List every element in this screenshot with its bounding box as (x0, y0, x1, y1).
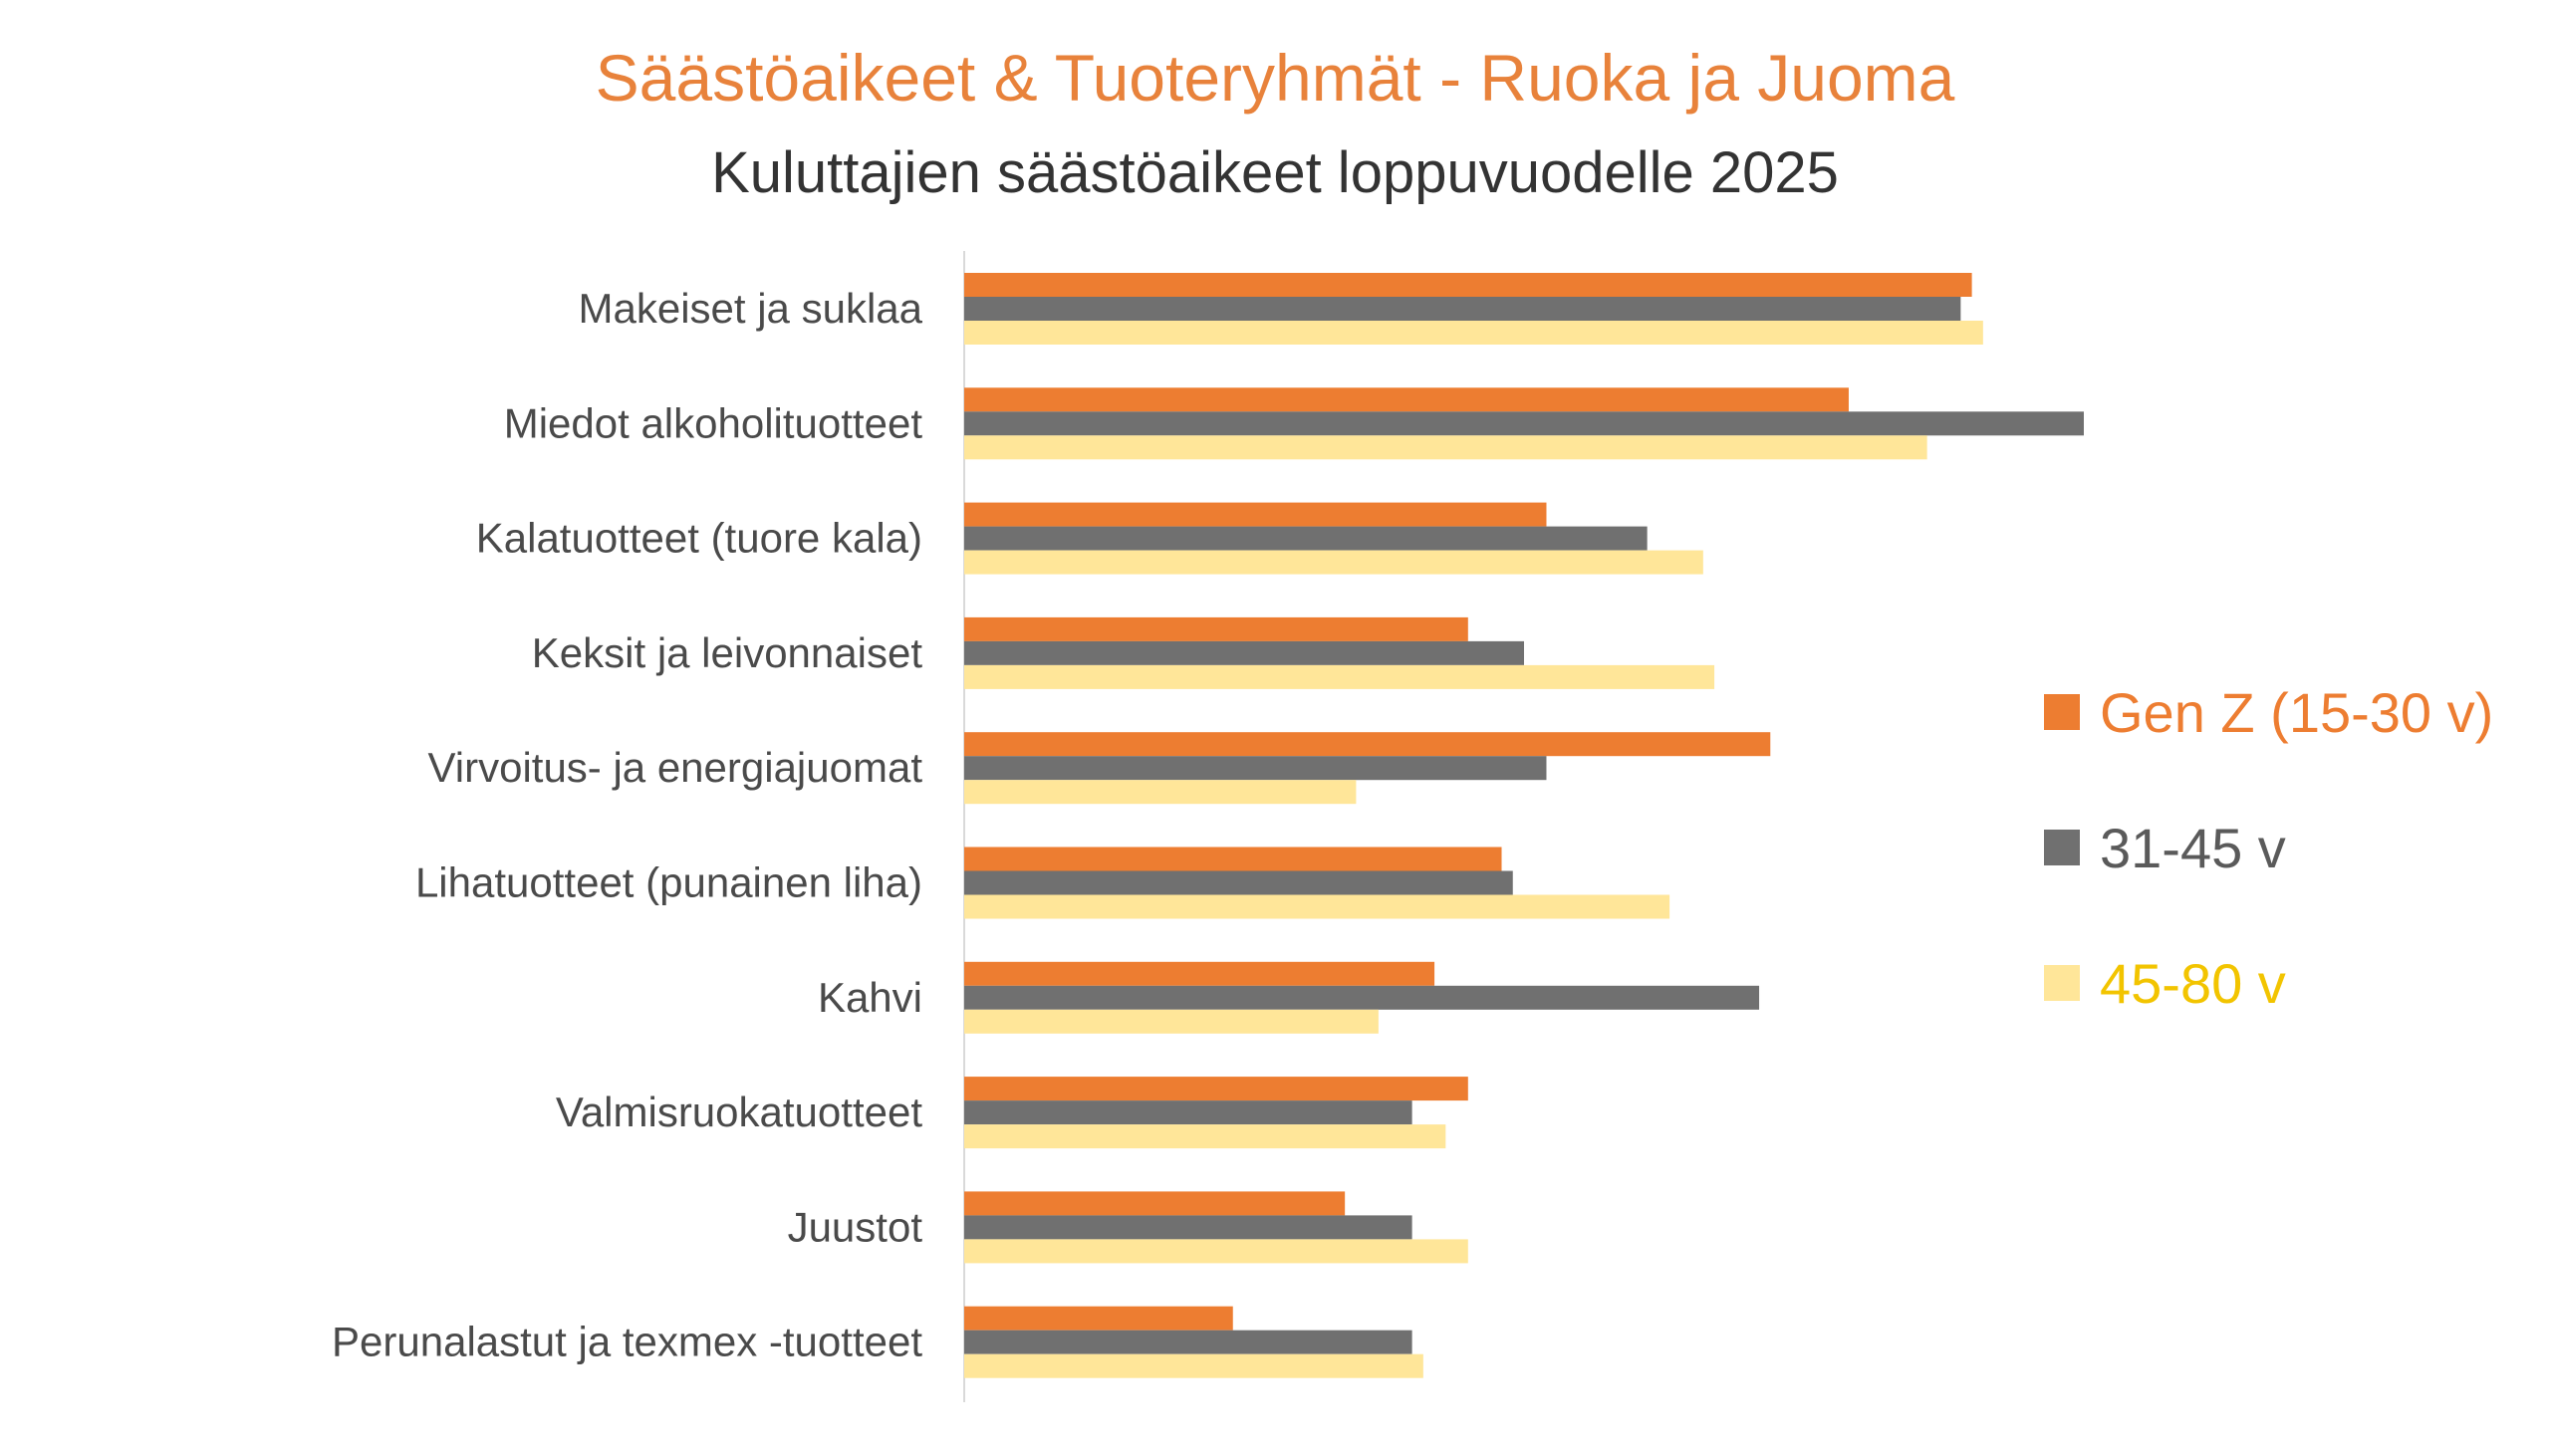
bar-gen-z (964, 961, 1435, 986)
category-label: Virvoitus- ja energiajuomat (428, 744, 923, 791)
category-label: Valmisruokatuotteet (556, 1089, 922, 1135)
bar-31-45 (964, 870, 1513, 895)
category-label: Kahvi (818, 974, 922, 1021)
bar-45-80 (964, 664, 1715, 689)
bar-31-45 (964, 640, 1524, 665)
bar-gen-z (964, 1077, 1468, 1101)
chart-title: Säästöaikeet & Tuoteryhmät - Ruoka ja Ju… (595, 41, 1955, 115)
category-label: Miedot alkoholituotteet (504, 399, 923, 446)
bar-45-80 (964, 1239, 1468, 1264)
bar-45-80 (964, 780, 1357, 805)
category-label: Perunalastut ja texmex -tuotteet (332, 1319, 922, 1365)
bar-gen-z (964, 1306, 1233, 1331)
bar-gen-z (964, 732, 1771, 757)
legend-swatch (2044, 965, 2080, 1001)
legend-label: 45-80 v (2100, 952, 2286, 1015)
category-label: Keksit ja leivonnaiset (532, 629, 923, 676)
category-label: Kalatuotteet (tuore kala) (476, 515, 922, 562)
legend-swatch (2044, 694, 2080, 730)
legend-swatch (2044, 830, 2080, 865)
bar-31-45 (964, 985, 1760, 1010)
chart-subtitle: Kuluttajien säästöaikeet loppuvuodelle 2… (711, 140, 1839, 205)
bar-31-45 (964, 1100, 1412, 1125)
bar-31-45 (964, 1330, 1412, 1354)
bar-gen-z (964, 1191, 1346, 1216)
category-label: Juustot (788, 1203, 923, 1250)
bar-gen-z (964, 387, 1849, 412)
bar-45-80 (964, 1009, 1379, 1034)
legend-label: Gen Z (15-30 v) (2100, 681, 2493, 744)
bar-gen-z (964, 502, 1547, 527)
bar-45-80 (964, 321, 1983, 345)
bar-45-80 (964, 894, 1670, 919)
bar-31-45 (964, 1215, 1412, 1240)
bar-31-45 (964, 756, 1547, 781)
bar-31-45 (964, 411, 2084, 436)
bar-31-45 (964, 526, 1648, 551)
bar-gen-z (964, 273, 1972, 297)
legend-label: 31-45 v (2100, 817, 2286, 879)
bar-45-80 (964, 435, 1927, 460)
category-label: Makeiset ja suklaa (579, 285, 923, 332)
bar-gen-z (964, 616, 1468, 641)
bar-31-45 (964, 297, 1961, 321)
bar-gen-z (964, 847, 1502, 871)
bar-45-80 (964, 1124, 1446, 1149)
bar-45-80 (964, 1353, 1423, 1378)
bar-45-80 (964, 550, 1703, 575)
category-label: Lihatuotteet (punainen liha) (415, 859, 922, 906)
